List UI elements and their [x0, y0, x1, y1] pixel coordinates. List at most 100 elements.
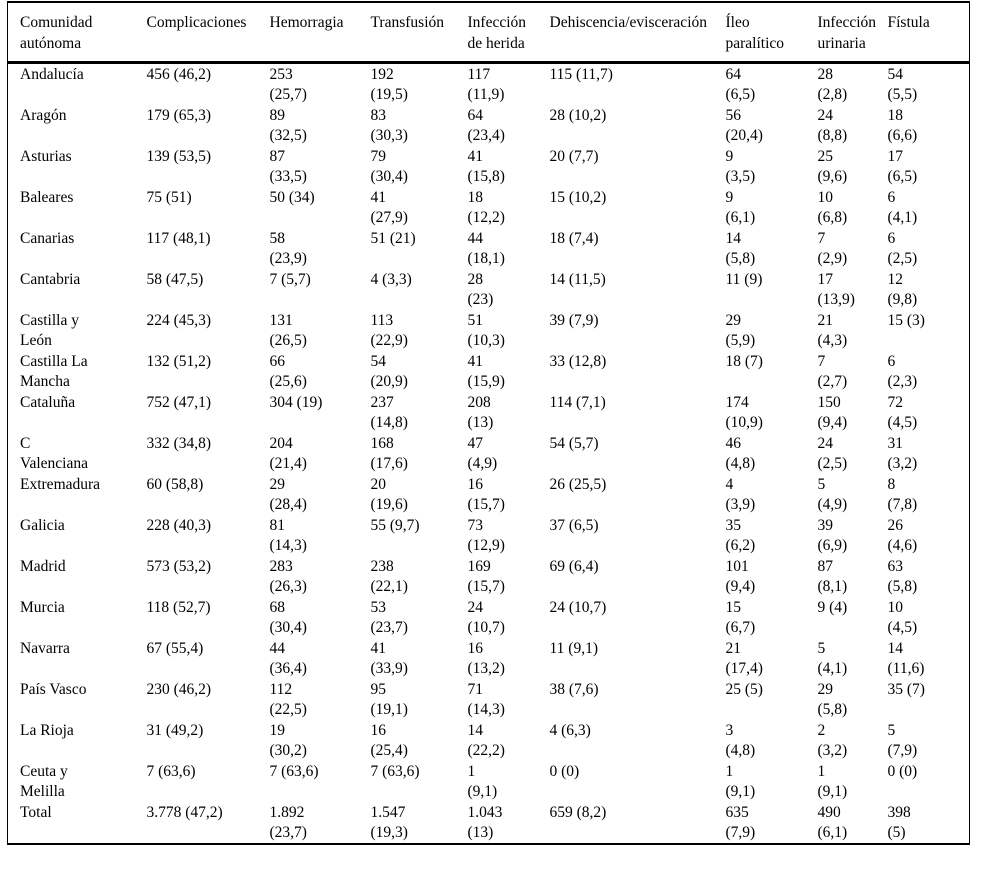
community-cell: Castilla y León — [20, 312, 79, 349]
value-cell: 174 (10,9) — [725, 394, 763, 431]
value-cell: 7 (63,6) — [146, 763, 196, 780]
value-cell: 79 (30,4) — [370, 148, 408, 185]
value-cell: 87 (33,5) — [269, 148, 307, 185]
value-cell: 44 (36,4) — [269, 640, 307, 677]
community-cell: Cantabria — [20, 271, 81, 288]
value-cell: 25 (9,6) — [817, 148, 848, 185]
statistics-table-container: Comunidad autónoma Complicaciones Hemorrag… — [7, 1, 970, 845]
value-cell: 2 (3,2) — [817, 722, 848, 759]
community-cell: Murcia — [20, 599, 65, 616]
value-cell: 3.778 (47,2) — [146, 804, 223, 821]
community-cell: Canarias — [20, 230, 75, 247]
community-cell: Asturias — [20, 148, 72, 165]
value-cell: 41 (33,9) — [370, 640, 408, 677]
value-cell: 283 (26,3) — [269, 558, 307, 595]
value-cell: 237 (14,8) — [370, 394, 408, 431]
value-cell: 1 (9,1) — [817, 763, 848, 800]
value-cell: 117 (48,1) — [146, 230, 211, 247]
value-cell: 75 (51) — [146, 189, 192, 206]
value-cell: 6 (2,3) — [887, 353, 918, 390]
column-header: Infección urinaria — [817, 14, 877, 52]
value-cell: 24 (10,7) — [467, 599, 505, 636]
value-cell: 14 (11,6) — [887, 640, 925, 677]
value-cell: 4 (3,9) — [725, 476, 756, 513]
table-row: Castilla y León 224 (45,3) 131 (26,5) 113 (… — [8, 310, 970, 351]
value-cell: 26 (4,6) — [887, 517, 918, 554]
value-cell: 50 (34) — [269, 189, 315, 206]
table-row: Cantabria 58 (47,5) 7 (5,7) 4 (3,3) 28 (23) 1… — [8, 269, 970, 310]
value-cell: 228 (40,3) — [146, 517, 212, 534]
value-cell: 230 (46,2) — [146, 681, 212, 698]
value-cell: 12 (9,8) — [887, 271, 918, 308]
value-cell: 46 (4,8) — [725, 435, 756, 472]
value-cell: 150 (9,4) — [817, 394, 848, 431]
value-cell: 29 (28,4) — [269, 476, 307, 513]
community-cell: Ceuta y Melilla — [20, 763, 68, 800]
value-cell: 752 (47,1) — [146, 394, 212, 411]
value-cell: 573 (53,2) — [146, 558, 212, 575]
value-cell: 4 (6,3) — [549, 722, 591, 739]
value-cell: 101 (9,4) — [725, 558, 756, 595]
value-cell: 37 (6,5) — [549, 517, 599, 534]
value-cell: 224 (45,3) — [146, 312, 212, 329]
value-cell: 15 (10,2) — [549, 189, 607, 206]
table-row: Cataluña 752 (47,1) 304 (19) 237 (14,8) 208 … — [8, 392, 970, 433]
table-row: Murcia 118 (52,7) 68 (30,4) 53 (23,7) 24 (10… — [8, 597, 970, 638]
value-cell: 490 (6,1) — [817, 804, 848, 841]
value-cell: 11 (9,1) — [549, 640, 599, 657]
value-cell: 11 (9) — [725, 271, 763, 288]
community-cell: Cataluña — [20, 394, 76, 411]
value-cell: 28 (23) — [467, 271, 494, 308]
column-header: Hemorragia — [269, 14, 344, 31]
value-cell: 83 (30,3) — [370, 107, 408, 144]
value-cell: 1 (9,1) — [725, 763, 756, 800]
value-cell: 19 (30,2) — [269, 722, 307, 759]
table-row: Canarias 117 (48,1) 58 (23,9) 51 (21) 44 (18… — [8, 228, 970, 269]
value-cell: 238 (22,1) — [370, 558, 408, 595]
value-cell: 72 (4,5) — [887, 394, 918, 431]
value-cell: 659 (8,2) — [549, 804, 607, 821]
value-cell: 169 (15,7) — [467, 558, 505, 595]
value-cell: 112 (22,5) — [269, 681, 307, 718]
value-cell: 64 (6,5) — [725, 66, 756, 103]
table-row: Aragón 179 (65,3) 89 (32,5) 83 (30,3) 64 (23… — [8, 105, 970, 146]
value-cell: 64 (23,4) — [467, 107, 505, 144]
value-cell: 95 (19,1) — [370, 681, 408, 718]
value-cell: 25 (5) — [725, 681, 763, 698]
value-cell: 51 (10,3) — [467, 312, 505, 349]
value-cell: 89 (32,5) — [269, 107, 307, 144]
value-cell: 304 (19) — [269, 394, 323, 411]
value-cell: 41 (15,9) — [467, 353, 505, 390]
value-cell: 41 (15,8) — [467, 148, 505, 185]
value-cell: 7 (63,6) — [370, 763, 420, 780]
value-cell: 58 (47,5) — [146, 271, 204, 288]
value-cell: 131 (26,5) — [269, 312, 307, 349]
table-row: La Rioja 31 (49,2) 19 (30,2) 16 (25,4) 14 (2… — [8, 720, 970, 761]
header-row: Comunidad autónoma Complicaciones Hemorrag… — [7, 2, 970, 63]
value-cell: 139 (53,5) — [146, 148, 212, 165]
table-row: Andalucía 456 (46,2) 253 (25,7) 192 (19,5) 1… — [8, 63, 970, 106]
value-cell: 26 (25,5) — [549, 476, 607, 493]
community-cell: Aragón — [20, 107, 67, 124]
value-cell: 18 (7) — [725, 353, 763, 370]
value-cell: 63 (5,8) — [887, 558, 918, 595]
value-cell: 7 (5,7) — [269, 271, 311, 288]
value-cell: 4 (3,3) — [370, 271, 412, 288]
complications-by-community-table: Comunidad autónoma Complicaciones Hemorrag… — [7, 1, 970, 845]
table-row: Madrid 573 (53,2) 283 (26,3) 238 (22,1) 169 … — [8, 556, 970, 597]
value-cell: 118 (52,7) — [146, 599, 211, 616]
value-cell: 18 (12,2) — [467, 189, 505, 226]
value-cell: 20 (7,7) — [549, 148, 599, 165]
value-cell: 9 (6,1) — [725, 189, 756, 226]
value-cell: 7 (2,7) — [817, 353, 848, 390]
value-cell: 38 (7,6) — [549, 681, 599, 698]
column-header: Complicaciones — [146, 14, 247, 31]
community-cell: Castilla La Mancha — [20, 353, 88, 390]
value-cell: 5 (4,1) — [817, 640, 848, 677]
community-cell: Galicia — [20, 517, 65, 534]
value-cell: 35 (7) — [887, 681, 925, 698]
value-cell: 0 (0) — [549, 763, 580, 780]
community-cell: Andalucía — [20, 66, 84, 83]
value-cell: 47 (4,9) — [467, 435, 498, 472]
table-row: C Valenciana 332 (34,8) 204 (21,4) 168 (17,… — [8, 433, 970, 474]
